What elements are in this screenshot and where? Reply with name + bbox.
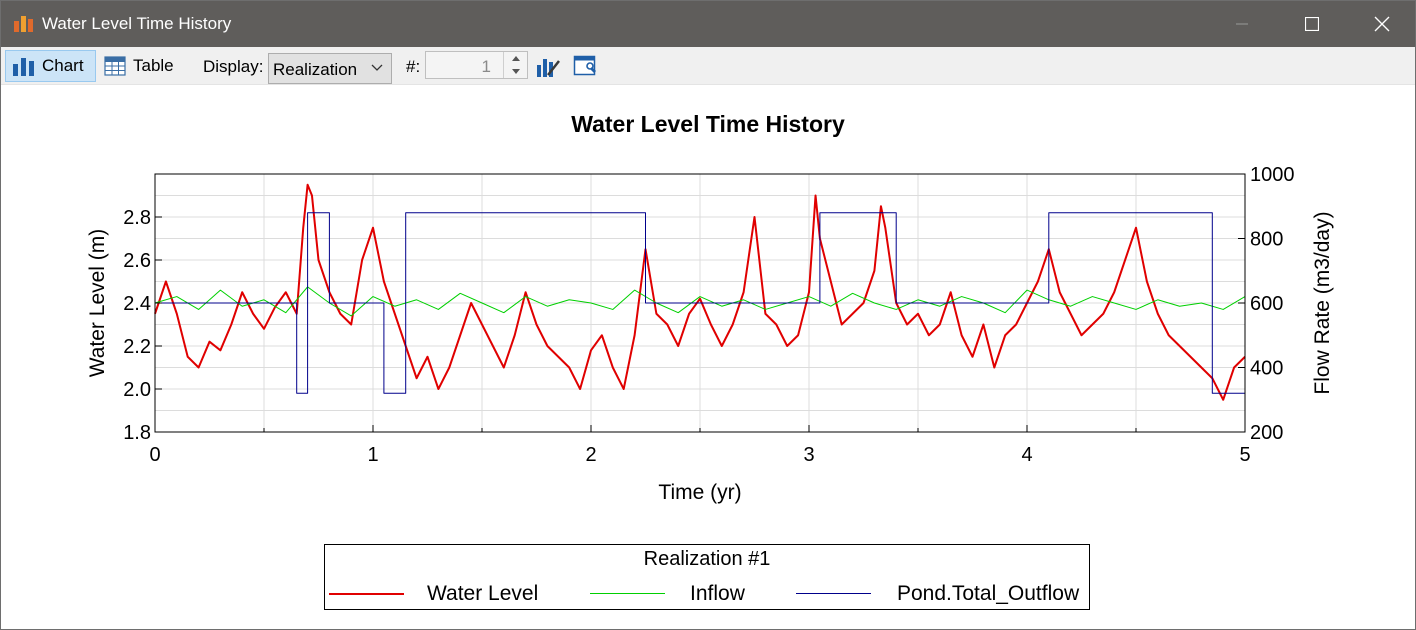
legend-label-pond-total-outflow: Pond.Total_Outflow	[897, 582, 1080, 605]
chart-app-icon	[14, 16, 33, 32]
chart-tab-button[interactable]: Chart	[5, 50, 96, 82]
y2-tick-label: 800	[1250, 229, 1283, 251]
number-label: #:	[406, 57, 421, 76]
legend-item-inflow: Inflow	[590, 581, 770, 605]
legend-label-water-level: Water Level	[427, 582, 539, 605]
maximize-button[interactable]	[1277, 1, 1347, 47]
y-tick-label: 2.8	[123, 207, 151, 229]
legend-swatch-pond-total-outflow	[796, 593, 871, 594]
x-tick-label: 3	[803, 444, 814, 466]
y-tick-label: 1.8	[123, 422, 151, 444]
table-tab-label: Table	[133, 56, 174, 75]
display-label: Display:	[203, 57, 264, 76]
close-icon	[1374, 16, 1390, 32]
minimize-icon	[1236, 23, 1248, 25]
stepper-down-icon[interactable]	[504, 65, 528, 78]
chart-title: Water Level Time History	[571, 111, 845, 137]
chevron-down-icon	[371, 64, 383, 71]
x-tick-label: 4	[1021, 444, 1032, 466]
series-line-inflow	[154, 286, 1246, 317]
chart-style-button[interactable]	[535, 53, 561, 79]
table-tab-button[interactable]: Table	[104, 50, 184, 82]
title-bar: Water Level Time History	[1, 1, 1415, 47]
close-button[interactable]	[1347, 1, 1416, 47]
y2-tick-label: 400	[1250, 358, 1283, 380]
legend-swatch-inflow	[590, 593, 665, 594]
realization-number-value: 1	[481, 57, 491, 76]
chart-edit-icon	[537, 59, 560, 77]
x-tick-label: 5	[1239, 444, 1250, 466]
chart-area: 0 1 2 3 4 5 1.8 2.0 2.2 2.4 2.6 2.8 200 400 600 800 1000…	[86, 164, 1334, 504]
window-settings-icon	[573, 55, 596, 76]
x-axis-label: Time (yr)	[658, 481, 741, 504]
legend-label-inflow: Inflow	[690, 582, 745, 605]
maximize-icon	[1305, 17, 1319, 31]
realization-number-stepper[interactable]: 1	[425, 51, 528, 79]
chart-legend: Realization #1 Water Level Inflow Pond.T…	[324, 544, 1090, 610]
stepper-up-icon[interactable]	[504, 52, 528, 65]
display-select-value: Realization	[273, 60, 358, 79]
y2-tick-label: 600	[1250, 293, 1283, 315]
stepper-buttons[interactable]	[503, 52, 527, 78]
y-tick-label: 2.4	[123, 293, 151, 315]
legend-item-water-level: Water Level	[329, 581, 569, 605]
x-tick-label: 2	[585, 444, 596, 466]
display-select[interactable]: Realization	[268, 53, 392, 84]
window-title: Water Level Time History	[42, 14, 232, 33]
legend-swatch-water-level	[329, 593, 404, 595]
y-tick-label: 2.0	[123, 379, 151, 401]
bar-chart-icon	[13, 58, 34, 76]
toolbar: Chart Table Display: #:	[1, 47, 1415, 85]
table-icon	[104, 56, 126, 76]
legend-item-pond-total-outflow: Pond.Total_Outflow	[796, 581, 1088, 605]
y-tick-label: 2.6	[123, 250, 151, 272]
minimize-button[interactable]	[1207, 1, 1277, 47]
y2-axis-label: Flow Rate (m3/day)	[1311, 211, 1334, 394]
legend-title: Realization #1	[643, 548, 771, 570]
y2-tick-label: 200	[1250, 422, 1283, 444]
y2-tick-label: 1000	[1250, 164, 1295, 186]
x-tick-label: 0	[149, 444, 160, 466]
x-tick-label: 1	[367, 444, 378, 466]
series-line-water-level	[154, 183, 1246, 401]
y-axis-label: Water Level (m)	[86, 229, 109, 378]
chart-properties-button[interactable]	[573, 53, 599, 79]
series-line-pond-total-outflow	[155, 212, 1246, 394]
chart-tab-label: Chart	[42, 56, 84, 75]
y-tick-label: 2.2	[123, 336, 151, 358]
